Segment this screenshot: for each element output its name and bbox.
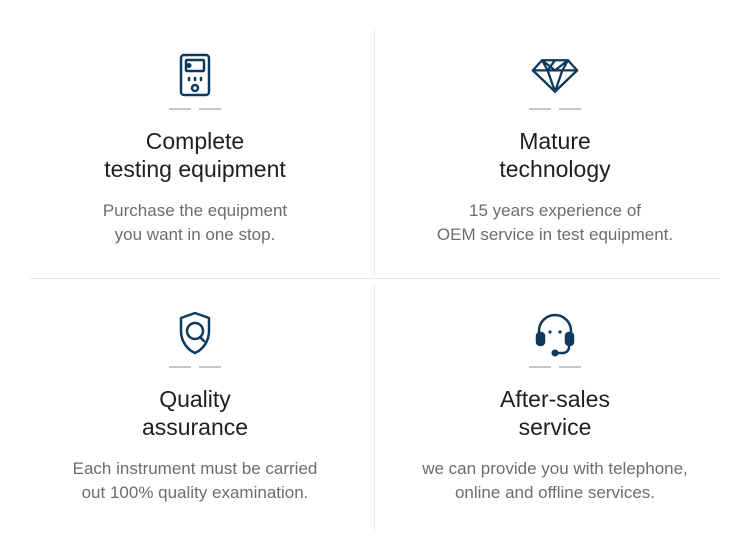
feature-title: Mature technology [395,128,715,183]
feature-desc: 15 years experience of OEM service in te… [395,199,715,247]
feature-mature-technology: Mature technology 15 years experience of… [375,20,735,267]
feature-after-sales: After-sales service we can provide you w… [375,278,735,525]
instrument-icon [35,50,355,100]
feature-title: Quality assurance [35,386,355,441]
desc-line: OEM service in test equipment. [395,223,715,247]
diamond-icon [395,50,715,100]
desc-line: 15 years experience of [395,199,715,223]
title-line: technology [395,156,715,184]
desc-line: Purchase the equipment [35,199,355,223]
title-line: assurance [35,414,355,442]
dash-separator [35,366,355,368]
feature-title: After-sales service [395,386,715,441]
feature-desc: Purchase the equipment you want in one s… [35,199,355,247]
desc-line: we can provide you with telephone, [395,457,715,481]
title-line: Complete [35,128,355,156]
feature-quality-assurance: Quality assurance Each instrument must b… [15,278,375,525]
title-line: testing equipment [35,156,355,184]
feature-complete-testing: Complete testing equipment Purchase the … [15,20,375,267]
feature-title: Complete testing equipment [35,128,355,183]
dash-separator [395,108,715,110]
dash-separator [35,108,355,110]
feature-desc: Each instrument must be carried out 100%… [35,457,355,505]
desc-line: Each instrument must be carried [35,457,355,481]
feature-desc: we can provide you with telephone, onlin… [395,457,715,505]
headset-icon [395,308,715,358]
feature-grid: Complete testing equipment Purchase the … [0,0,750,558]
title-line: Mature [395,128,715,156]
desc-line: out 100% quality examination. [35,481,355,505]
title-line: Quality [35,386,355,414]
title-line: service [395,414,715,442]
shield-q-icon [35,308,355,358]
title-line: After-sales [395,386,715,414]
desc-line: you want in one stop. [35,223,355,247]
dash-separator [395,366,715,368]
desc-line: online and offline services. [395,481,715,505]
